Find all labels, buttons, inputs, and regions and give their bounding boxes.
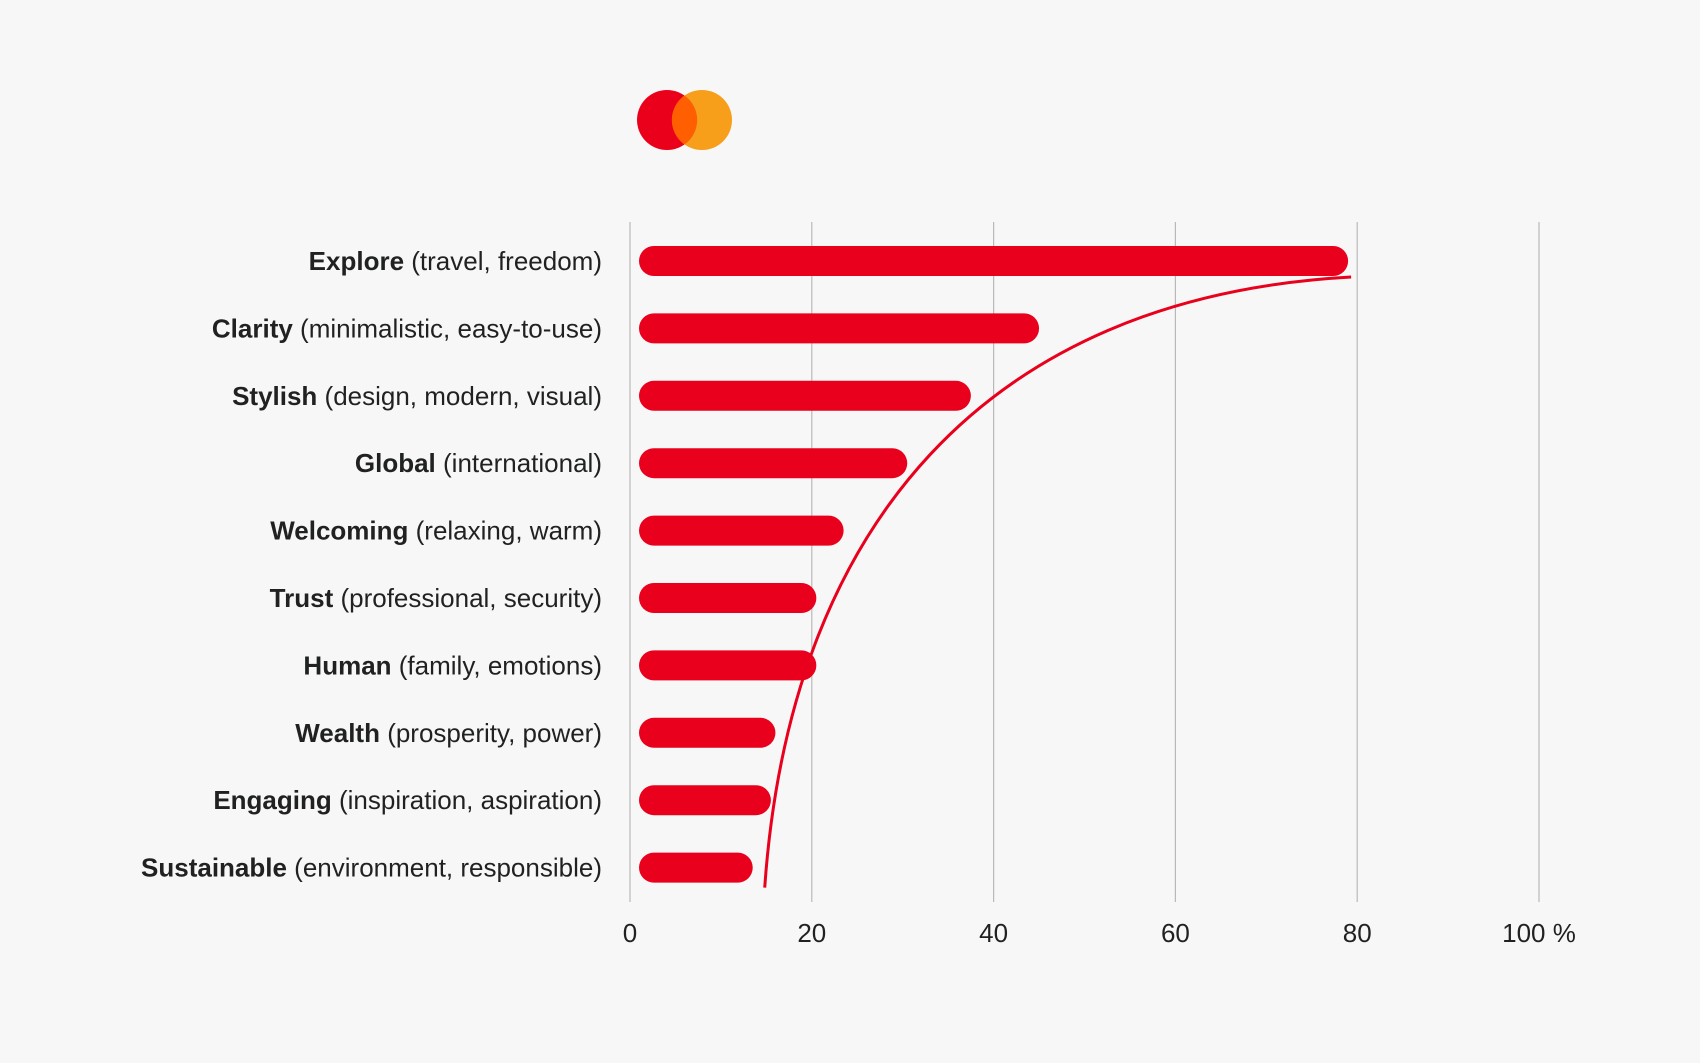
x-tick-label: 20 xyxy=(797,918,826,948)
category-label: Stylish (design, modern, visual) xyxy=(232,381,602,411)
bar xyxy=(639,246,1349,276)
category-label-detail: (minimalistic, easy-to-use) xyxy=(293,313,602,343)
category-label: Wealth (prosperity, power) xyxy=(295,718,602,748)
x-tick-label: 100 % xyxy=(1502,918,1576,948)
category-label-bold: Wealth xyxy=(295,718,380,748)
category-label-bold: Human xyxy=(303,650,391,680)
category-label-bold: Engaging xyxy=(213,785,331,815)
category-label-bold: Sustainable xyxy=(141,853,287,883)
x-tick-label: 0 xyxy=(623,918,637,948)
category-labels: Explore (travel, freedom) Clarity (minima… xyxy=(141,246,602,883)
category-label: Sustainable (environment, responsible) xyxy=(141,853,602,883)
category-label: Clarity (minimalistic, easy-to-use) xyxy=(212,313,602,343)
bar xyxy=(639,313,1040,344)
bar xyxy=(639,583,817,613)
bar xyxy=(639,717,776,748)
bar xyxy=(639,448,908,479)
category-label-bold: Global xyxy=(355,448,436,478)
category-label-detail: (environment, responsible) xyxy=(287,853,602,883)
x-tick-label: 40 xyxy=(979,918,1008,948)
category-label-detail: (family, emotions) xyxy=(392,650,602,680)
category-label: Human (family, emotions) xyxy=(303,650,602,680)
x-tick-label: 80 xyxy=(1343,918,1372,948)
category-label-bold: Stylish xyxy=(232,381,317,411)
trend-line xyxy=(763,275,1352,888)
category-label: Explore (travel, freedom) xyxy=(309,246,602,276)
x-axis-ticks: 0 20 40 60 80 100 % xyxy=(623,918,1576,948)
category-label: Welcoming (relaxing, warm) xyxy=(270,516,602,546)
category-label-bold: Trust xyxy=(270,583,334,613)
category-label-bold: Explore xyxy=(309,246,404,276)
category-label-bold: Clarity xyxy=(212,313,293,343)
category-label: Global (international) xyxy=(355,448,602,478)
category-label-detail: (design, modern, visual) xyxy=(317,381,602,411)
x-tick-label: 60 xyxy=(1161,918,1190,948)
bar xyxy=(639,515,844,546)
category-label-detail: (inspiration, aspiration) xyxy=(332,785,602,815)
mastercard-logo xyxy=(637,90,732,150)
category-label: Trust (professional, security) xyxy=(270,583,602,613)
bar xyxy=(639,380,971,411)
category-label-detail: (professional, security) xyxy=(333,583,602,613)
category-label-detail: (international) xyxy=(436,448,602,478)
bar xyxy=(639,852,753,883)
category-label-detail: (travel, freedom) xyxy=(404,246,602,276)
logo-overlap xyxy=(671,95,698,145)
bar xyxy=(639,650,817,681)
bar xyxy=(639,785,771,816)
category-label-bold: Welcoming xyxy=(270,516,408,546)
category-label-detail: (relaxing, warm) xyxy=(408,516,602,546)
category-label-detail: (prosperity, power) xyxy=(380,718,602,748)
category-label: Engaging (inspiration, aspiration) xyxy=(213,785,602,815)
bars xyxy=(639,246,1349,883)
